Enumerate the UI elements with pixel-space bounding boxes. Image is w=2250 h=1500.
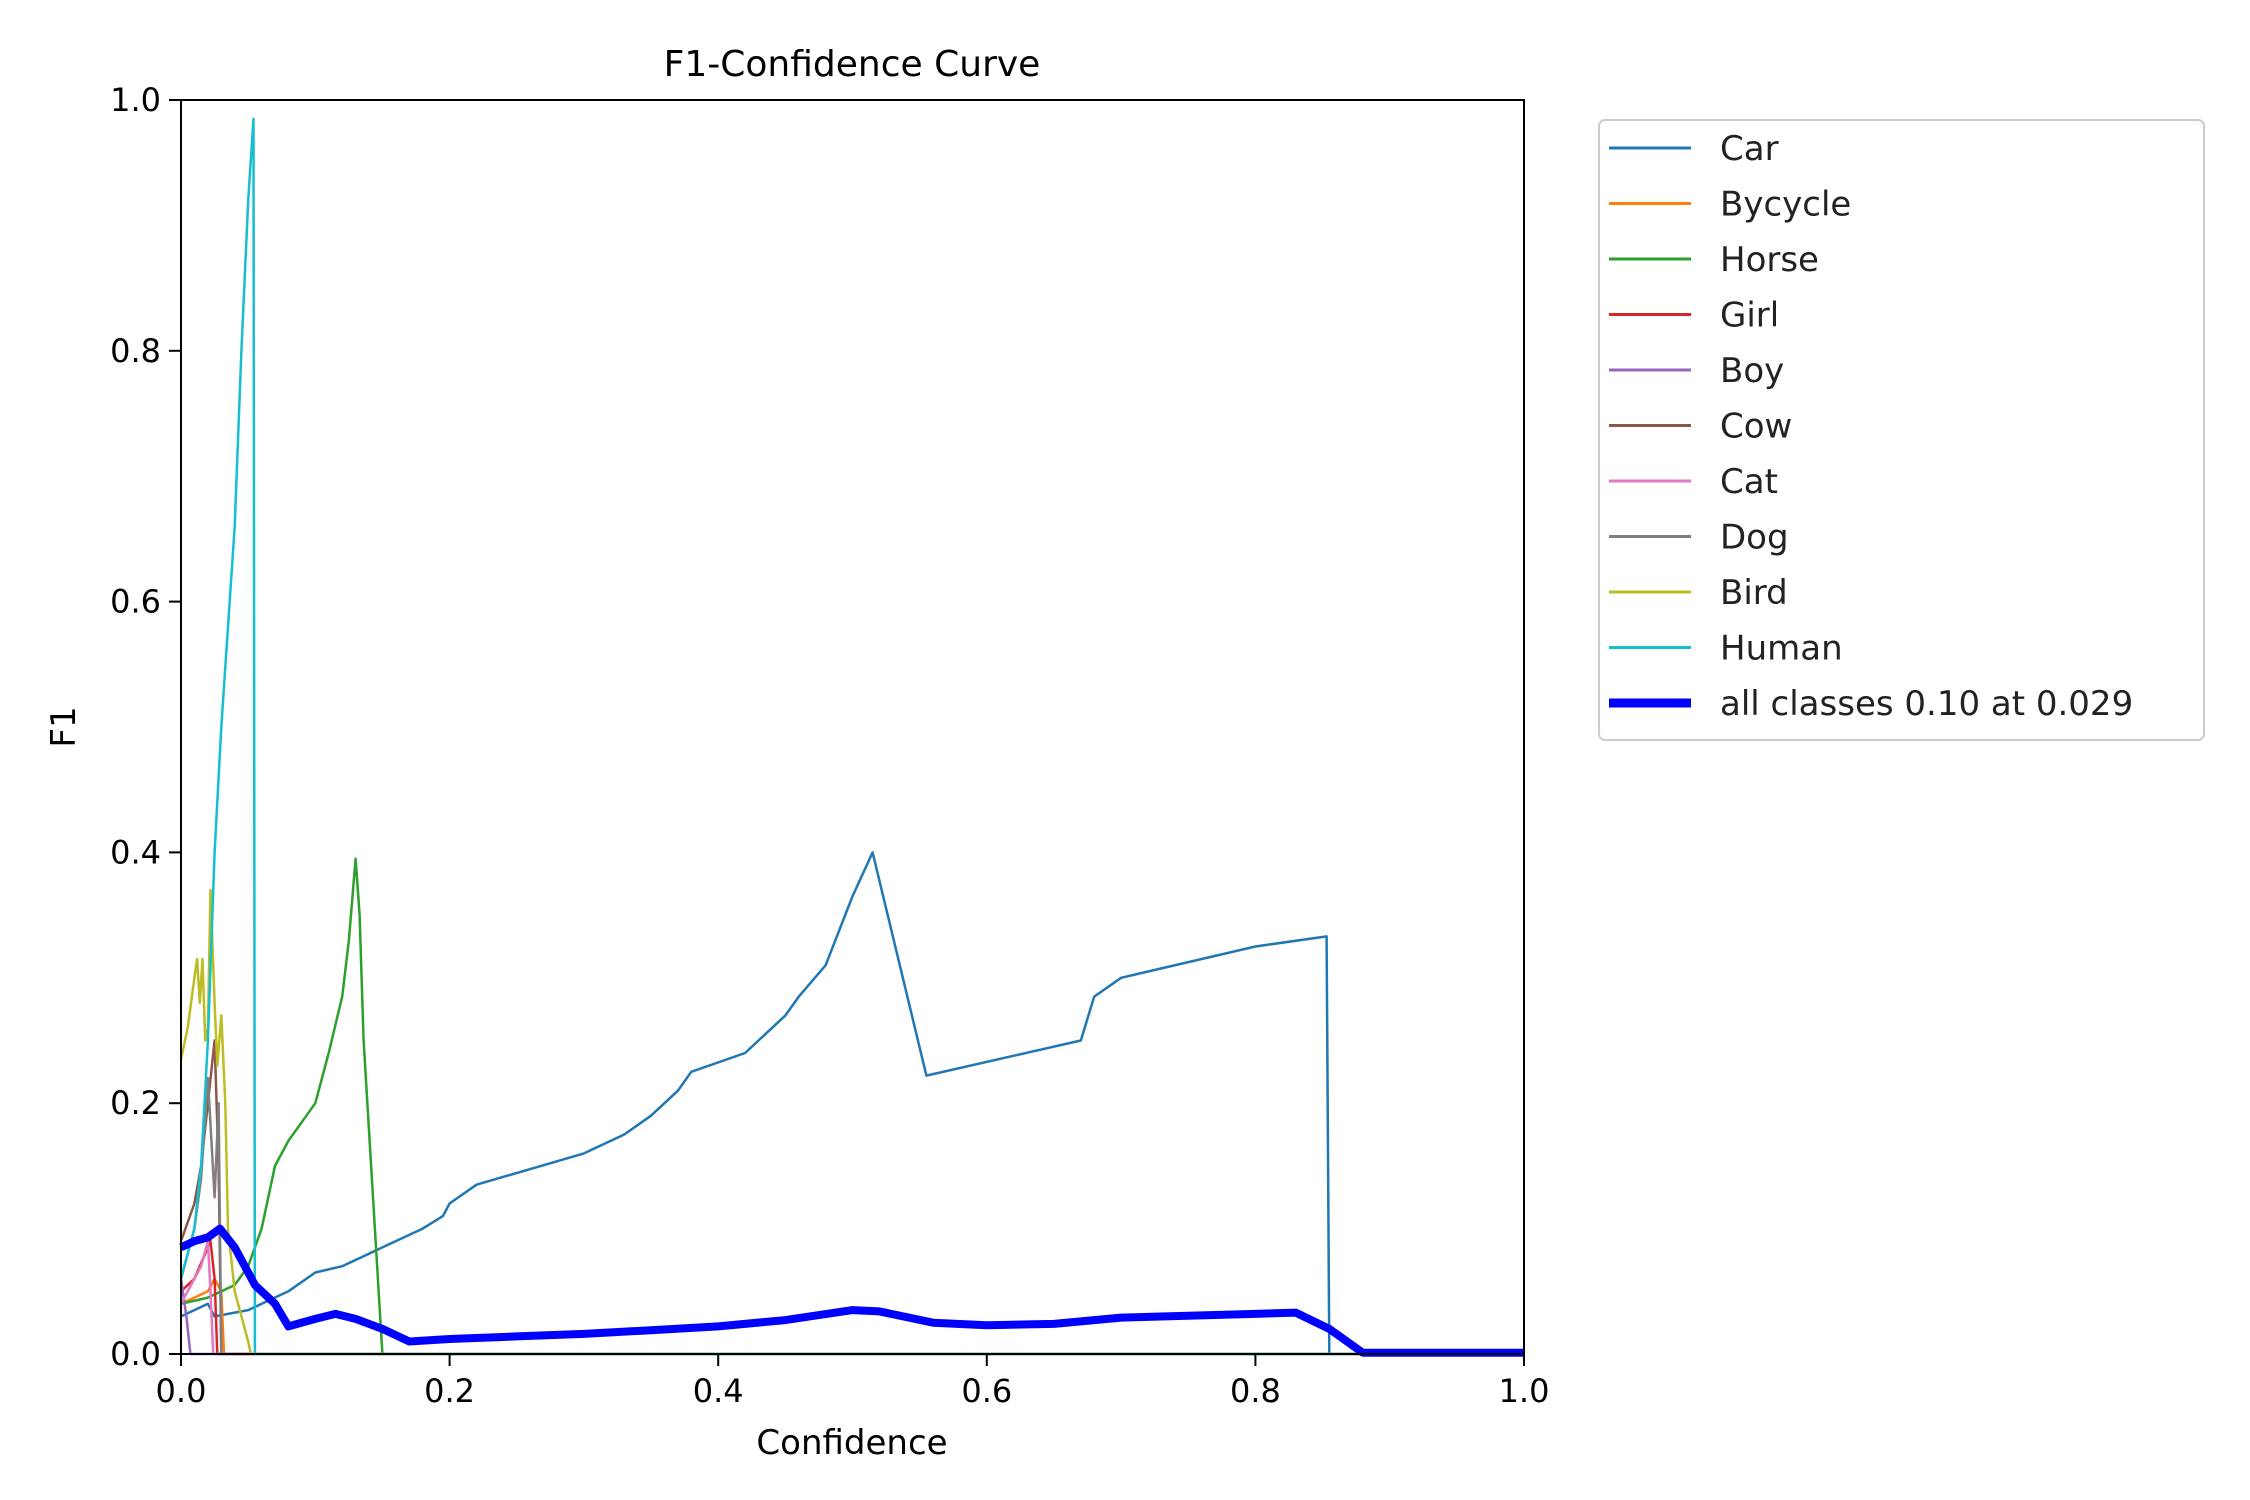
x-tick-label: 0.2 [424,1372,475,1410]
x-tick-label: 0.0 [156,1372,207,1410]
legend-entry-10: all classes 0.10 at 0.029 [1720,684,2133,724]
x-tick-label: 0.8 [1230,1372,1281,1410]
plot-series [179,117,1524,1357]
legend-entry-5: Cow [1720,407,1792,447]
series-line-10 [179,1224,1524,1357]
series-line-9 [179,117,1524,1356]
x-tick-label: 0.6 [961,1372,1012,1410]
y-tick-label: 0.6 [110,583,161,621]
x-tick-label: 1.0 [1499,1372,1550,1410]
series-line-2 [180,857,1524,1356]
series-line-8 [179,888,1524,1356]
series-line-0 [180,851,1524,1356]
plot-frame [180,99,1525,1355]
y-tick-label: 0.8 [110,332,161,370]
legend-entry-0: Car [1720,129,1779,169]
legend-entry-6: Cat [1720,462,1778,502]
x-axis-label: Confidence [756,1423,947,1463]
legend-entry-8: Bird [1720,573,1788,613]
x-tick-label: 0.4 [693,1372,744,1410]
legend-entry-4: Boy [1720,351,1784,391]
chart-title: F1-Confidence Curve [664,44,1041,85]
legend-entry-3: Girl [1720,296,1779,336]
y-tick-label: 0.4 [110,833,161,871]
y-axis-label: F1 [44,706,84,747]
legend-entry-9: Human [1720,629,1843,669]
y-tick-label: 0.0 [110,1335,161,1373]
legend-entry-1: Bycycle [1720,185,1851,225]
legend-frame [1598,119,2205,741]
x-axis-ticks: 0.0 0.2 0.4 0.6 0.8 1.0 [156,1354,1550,1410]
y-tick-label: 1.0 [110,81,161,119]
legend: Car Bycycle Horse Girl Boy Cow Cat Dog Bird Human… [1609,129,2133,724]
legend-entry-7: Dog [1720,518,1789,558]
y-axis-ticks: 0.0 0.2 0.4 0.6 0.8 1.0 [110,81,181,1373]
legend-entry-2: Horse [1720,240,1819,280]
y-tick-label: 0.2 [110,1084,161,1122]
